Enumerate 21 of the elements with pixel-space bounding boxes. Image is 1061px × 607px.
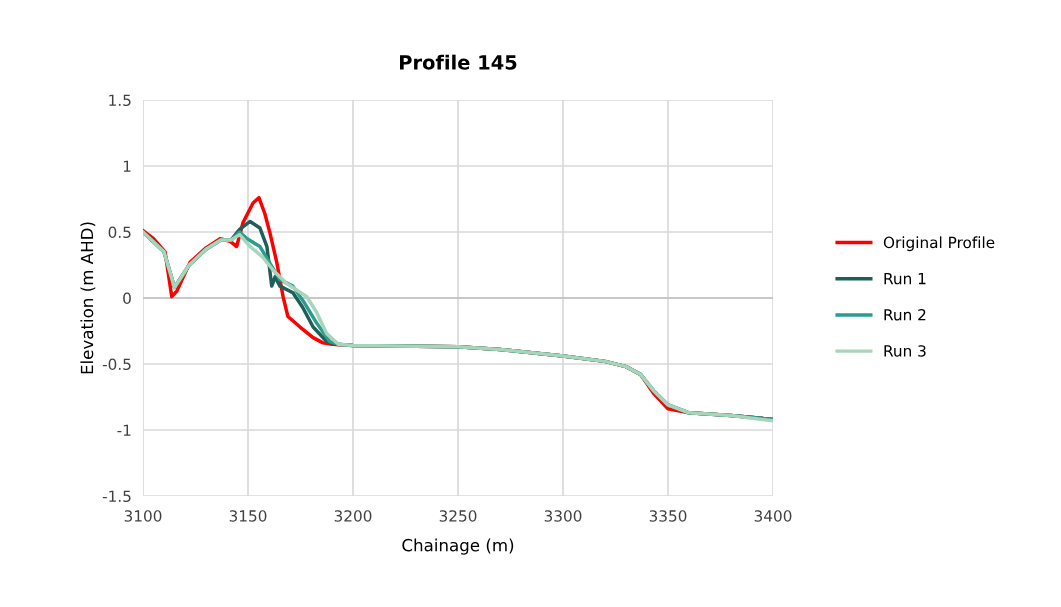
legend-label: Original Profile [883, 236, 995, 252]
x-tick-label: 3150 [229, 510, 267, 522]
x-tick-label: 3300 [544, 510, 582, 522]
x-axis-title: Chainage (m) [402, 538, 514, 555]
x-tick-label: 3200 [334, 510, 372, 522]
y-tick-label: -0.5 [102, 358, 131, 371]
x-tick-label: 3100 [124, 510, 162, 522]
x-tick-label: 3400 [754, 510, 792, 522]
chart-title: Profile 145 [400, 54, 517, 70]
y-tick-label: -1.5 [102, 490, 131, 503]
y-tick-label: 0.5 [108, 226, 131, 239]
y-tick-label: 1 [123, 160, 131, 172]
y-tick-label: -1 [117, 424, 131, 436]
legend-label: Run 2 [884, 308, 926, 321]
legend-label: Run 3 [884, 345, 926, 357]
x-tick-label: 3250 [439, 510, 477, 522]
y-axis-title: Elevation (m AHD) [80, 222, 96, 374]
x-tick-label: 3350 [649, 510, 687, 522]
legend-label: Run 1 [884, 272, 926, 285]
y-tick-label: 1.5 [109, 94, 131, 107]
y-tick-label: 0 [123, 292, 131, 305]
